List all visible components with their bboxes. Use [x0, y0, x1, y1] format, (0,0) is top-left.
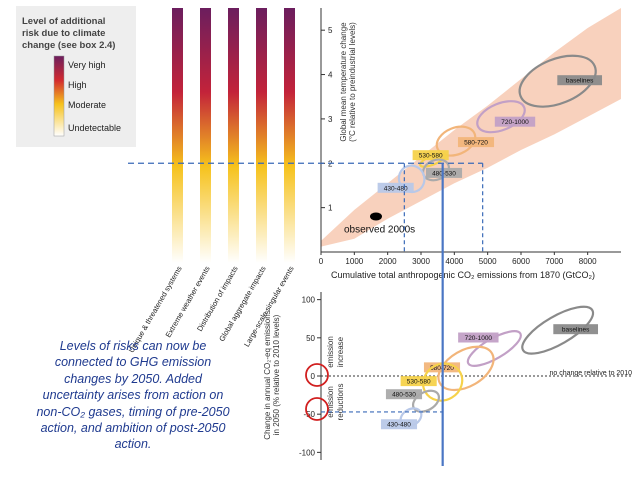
scenario-label: baselines: [566, 78, 594, 85]
temperature-chart: 01000200030004000500060007000800012345 b…: [319, 8, 621, 280]
scenario-ellipse: [437, 345, 495, 392]
scenario-label-box: [385, 389, 423, 400]
emission-label: emission: [326, 386, 335, 418]
scenario-label-box: [380, 419, 418, 430]
scenario-label-box: [425, 167, 463, 178]
risk-bar: [256, 8, 267, 263]
y-tick-label: -50: [303, 410, 315, 419]
scenario-label-box: [412, 150, 449, 161]
scenario-label-box: [457, 137, 495, 148]
risk-bar: [172, 8, 183, 263]
emissions-chart-axes: 100 50 0 -50 -100: [299, 292, 632, 460]
caption-line: uncertainty arises from action on: [42, 388, 224, 403]
scenario-label-box: [377, 182, 414, 193]
scenario-ellipse: [521, 305, 595, 355]
scenario-ellipse: [476, 100, 526, 134]
reductions-label: reductions: [336, 384, 345, 421]
scenario-label: 720-1000: [465, 335, 493, 342]
y-tick-label: 1: [328, 204, 333, 213]
increase-label: increase: [336, 336, 345, 367]
risk-bar: [200, 8, 211, 263]
emissions-y-label: in 2050 (% relative to 2010 levels): [272, 314, 281, 435]
x-tick-label: 4000: [445, 257, 463, 266]
y-tick-label: 50: [306, 334, 315, 343]
y-tick-label: 3: [328, 115, 333, 124]
x-tick-label: 2000: [379, 257, 397, 266]
caption-line: Levels of risks can now be: [59, 339, 207, 353]
y-tick-label: 0: [311, 372, 316, 381]
risk-bar: [228, 8, 239, 263]
observed-marker: [370, 212, 382, 221]
scenario-label-box: [557, 75, 603, 86]
threshold-guides: [128, 162, 484, 466]
uncertainty-band: [321, 8, 621, 247]
temperature-y-label: (°C relative to preindustrial levels): [348, 22, 357, 142]
legend-level: High: [68, 80, 87, 90]
scenario-ellipse: [466, 330, 522, 367]
y-tick-label: 5: [328, 26, 333, 35]
emissions-y-label: Change in annual CO₂-eq emissions: [263, 310, 272, 439]
scenario-label-box: [494, 116, 536, 127]
risk-bar: [284, 8, 295, 263]
y-tick-label: 100: [302, 296, 316, 305]
caption-line: action, and ambition of post-2050: [40, 421, 226, 436]
observed-label: observed 2000s: [344, 225, 415, 236]
emissions-scenario-ellipses: baselines720-1000580-720530-580480-53043…: [380, 305, 599, 430]
scenario-label-box: [400, 376, 437, 387]
caption-line: changes by 2050. Added: [64, 371, 202, 386]
x-tick-label: 1000: [345, 257, 363, 266]
x-tick-label: 0: [319, 257, 324, 266]
legend-level: Very high: [68, 60, 106, 70]
caption-line: connected to GHG emission: [54, 355, 212, 370]
caption: Levels of risks can now be connected to …: [0, 338, 266, 453]
scenario-ellipse: [435, 125, 477, 157]
legend-level: Undetectable: [68, 123, 121, 133]
x-tick-label: 8000: [579, 257, 597, 266]
highlight-circle: [305, 363, 329, 387]
scenario-label: 430-480: [387, 422, 411, 429]
caption-line: action.: [114, 437, 152, 452]
scenario-label: 580-720: [464, 140, 488, 147]
y-tick-label: 4: [328, 71, 333, 80]
scenario-label: baselines: [562, 327, 590, 334]
x-tick-label: 7000: [545, 257, 563, 266]
caption-line: non-CO₂ gases, timing of pre-2050: [36, 404, 230, 419]
y-tick-label: -100: [299, 448, 316, 457]
temperature-scenario-ellipses: baselines 720-1000 580-720 530-580 480-530 43…: [370, 54, 603, 221]
scenario-label-box: [458, 332, 499, 343]
legend-title-line: Level of additional: [22, 16, 105, 27]
temperature-y-label: Global mean temperature change: [339, 22, 348, 142]
scenario-label: 480-530: [392, 392, 416, 399]
legend-title-line: risk due to climate: [22, 28, 105, 39]
highlight-circle: [305, 397, 329, 421]
legend-background: [16, 6, 136, 147]
x-tick-label: 3000: [412, 257, 430, 266]
scenario-label: 530-580: [407, 379, 431, 386]
scenario-ellipse: [518, 54, 597, 108]
zero-line-label: no change relative to 2010: [549, 370, 632, 377]
temperature-x-label: Cumulative total anthropogenic CO₂ emiss…: [331, 270, 595, 280]
scenario-label: 430-480: [384, 185, 408, 192]
legend-title-line: change (see box 2.4): [22, 40, 115, 51]
legend-color-bar: [53, 55, 65, 137]
emission-label: emission: [326, 336, 335, 368]
scenario-label: 480-530: [432, 170, 456, 177]
legend-level: Moderate: [68, 100, 106, 110]
scenario-label: 530-580: [419, 153, 443, 160]
risk-legend: Level of additional risk due to climate …: [16, 6, 136, 147]
scenario-label-box: [553, 324, 599, 335]
x-tick-label: 5000: [479, 257, 497, 266]
scenario-label: 720-1000: [501, 119, 529, 126]
x-tick-label: 6000: [512, 257, 530, 266]
